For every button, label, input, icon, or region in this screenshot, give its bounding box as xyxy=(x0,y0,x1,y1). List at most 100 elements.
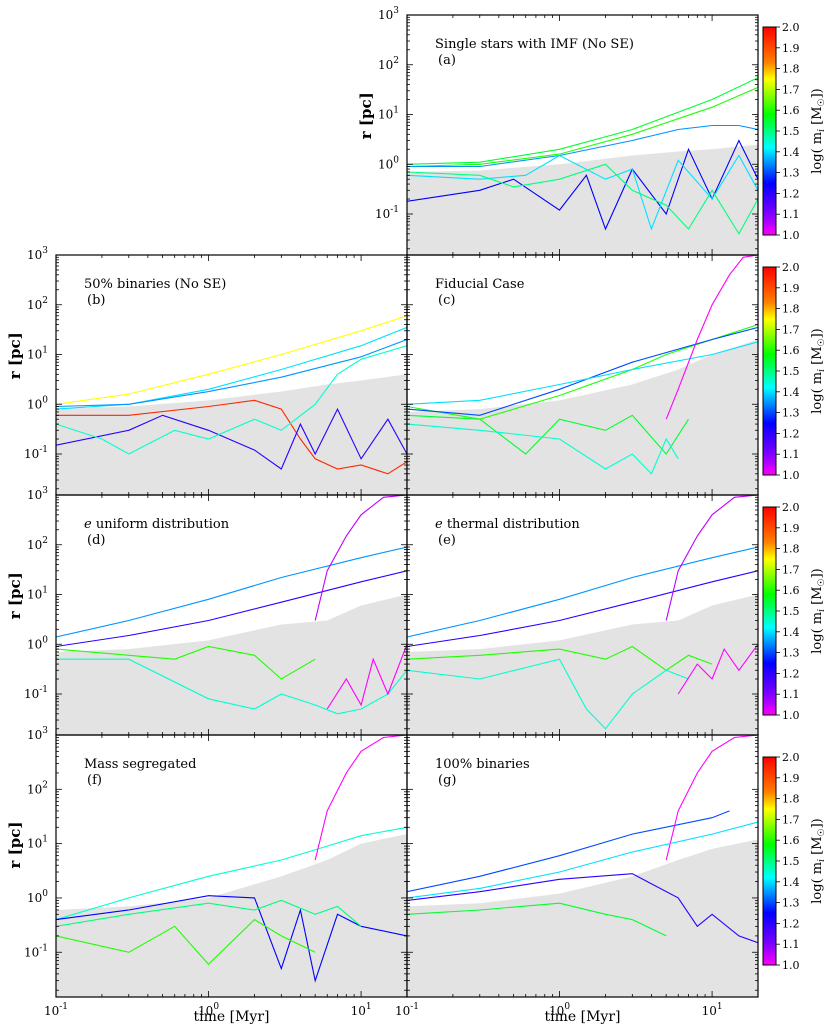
panel-label: (d) xyxy=(87,533,105,548)
colorbar-tick-label: 1.2 xyxy=(782,667,800,680)
colorbar-tick-label: 1.2 xyxy=(782,917,800,930)
series-line-6 xyxy=(677,643,758,695)
series-line-4 xyxy=(407,873,758,944)
x-tick-label: 101 xyxy=(702,1002,723,1018)
panel-title: 100% binaries xyxy=(435,757,530,772)
colorbar-tick-label: 1.0 xyxy=(782,229,800,242)
series-line-5 xyxy=(56,645,316,680)
panel-d: 103 102 101 100 10-1 r [pc] e uniform distribu… xyxy=(6,486,408,736)
x-tick-label: 100 xyxy=(549,1002,570,1018)
y-tick-label: 103 xyxy=(378,6,399,22)
colorbar-4: 2.0 1.9 1.8 1.7 1.6 1.5 1.4 1.3 1.2 1.1 1.0 log( mi… xyxy=(762,751,827,972)
colorbar-gradient xyxy=(762,266,777,476)
series-line-1 xyxy=(407,77,758,165)
y-tick-label: 102 xyxy=(27,296,48,312)
series-line-4 xyxy=(407,139,758,231)
series-line-6 xyxy=(56,345,407,455)
colorbar-3: 2.0 1.9 1.8 1.7 1.6 1.5 1.4 1.3 1.2 1.1 1.0 log( mi… xyxy=(762,501,827,722)
plot-area xyxy=(407,77,758,255)
series-line-4 xyxy=(407,645,713,671)
shaded-envelope xyxy=(407,339,758,495)
colorbar-tick-label: 1.3 xyxy=(782,407,800,420)
y-axis-label: r [pc] xyxy=(6,572,24,619)
panel-title: e uniform distribution xyxy=(84,517,230,532)
panel-c: Fiducial Case(c) xyxy=(406,254,759,496)
panel-label: (e) xyxy=(438,533,456,548)
y-tick-label: 10-1 xyxy=(24,943,48,959)
panel-label: (b) xyxy=(87,293,105,308)
colorbar-tick-label: 1.9 xyxy=(782,772,800,785)
y-tick-label: 101 xyxy=(27,346,48,362)
colorbar-tick-label: 1.5 xyxy=(782,855,800,868)
colorbar-gradient xyxy=(762,26,777,236)
y-tick-label: 102 xyxy=(27,536,48,552)
colorbar-tick-label: 1.7 xyxy=(782,323,800,336)
colorbar-tick-label: 2.0 xyxy=(782,501,800,514)
plot-area xyxy=(56,495,407,735)
y-tick-label: 100 xyxy=(378,155,399,171)
y-tick-label: 101 xyxy=(27,835,48,851)
colorbar-label: log( mi [M☉]) xyxy=(810,328,827,413)
series-line-4 xyxy=(56,918,316,966)
colorbar-tick-label: 1.8 xyxy=(782,543,800,556)
series-line-5 xyxy=(407,414,689,455)
series-line-3 xyxy=(665,495,758,621)
y-tick-label: 102 xyxy=(378,56,399,72)
y-tick-label: 100 xyxy=(27,395,48,411)
panel-label: (c) xyxy=(438,293,455,308)
series-line-6 xyxy=(407,423,679,475)
panel-b: 103 102 101 100 10-1 r [pc] 50% binaries (No S… xyxy=(6,246,408,496)
y-tick-label: 10-1 xyxy=(24,445,48,461)
plot-area xyxy=(407,255,758,495)
series-line-1 xyxy=(56,315,407,405)
series-line-1 xyxy=(407,546,758,638)
colorbar-tick-label: 1.4 xyxy=(782,876,800,889)
colorbar-tick-label: 1.1 xyxy=(782,208,800,221)
series-line-5 xyxy=(56,407,407,470)
colorbar-tick-label: 1.2 xyxy=(782,187,800,200)
series-line-2 xyxy=(407,570,758,648)
colorbar-tick-label: 1.4 xyxy=(782,146,800,159)
y-tick-label: 103 xyxy=(27,726,48,742)
colorbar-tick-label: 1.6 xyxy=(782,104,800,117)
y-tick-label: 103 xyxy=(27,486,48,502)
series-line-4 xyxy=(56,399,407,475)
colorbar-tick-label: 1.2 xyxy=(782,427,800,440)
shaded-envelope xyxy=(407,839,758,997)
colorbar-tick-label: 1.6 xyxy=(782,344,800,357)
y-tick-label: 10-1 xyxy=(375,205,399,221)
plot-area xyxy=(407,735,758,997)
series-line-3 xyxy=(407,341,758,405)
colorbar-tick-label: 2.0 xyxy=(782,261,800,274)
colorbar-2: 2.0 1.9 1.8 1.7 1.6 1.5 1.4 1.3 1.2 1.1 1.0 log( mi… xyxy=(762,261,827,482)
panel-title: Fiducial Case xyxy=(435,277,525,292)
panel-e: e thermal distribution(e) xyxy=(406,494,759,736)
colorbar-gradient xyxy=(762,756,777,966)
colorbar-label: log( mi [M☉]) xyxy=(810,88,827,173)
colorbar-tick-label: 1.0 xyxy=(782,469,800,482)
x-axis-label: time [Myr] xyxy=(194,1009,270,1025)
panel-label: (a) xyxy=(438,53,456,68)
colorbar-tick-label: 2.0 xyxy=(782,21,800,34)
series-line-6 xyxy=(407,163,758,235)
colorbar-tick-label: 1.9 xyxy=(782,522,800,535)
y-axis-label: r [pc] xyxy=(357,92,375,139)
series-line-3 xyxy=(407,821,758,899)
panel-a: 103 102 101 100 10-1 r [pc] Single stars with … xyxy=(357,6,759,256)
colorbar-tick-label: 1.7 xyxy=(782,83,800,96)
series-line-3 xyxy=(56,895,407,983)
y-tick-label: 100 xyxy=(27,889,48,905)
series-line-2 xyxy=(314,735,407,861)
x-axis-label: time [Myr] xyxy=(545,1009,621,1025)
series-line-2 xyxy=(56,570,407,648)
panel-label: (g) xyxy=(438,773,456,788)
colorbar-gradient xyxy=(762,506,777,716)
series-line-4 xyxy=(56,658,407,715)
colorbar-tick-label: 1.3 xyxy=(782,167,800,180)
y-tick-label: 100 xyxy=(27,635,48,651)
panel-title: 50% binaries (No SE) xyxy=(84,277,226,292)
series-line-2 xyxy=(665,735,758,861)
series-line-1 xyxy=(56,546,407,638)
series-line-3 xyxy=(407,124,758,168)
